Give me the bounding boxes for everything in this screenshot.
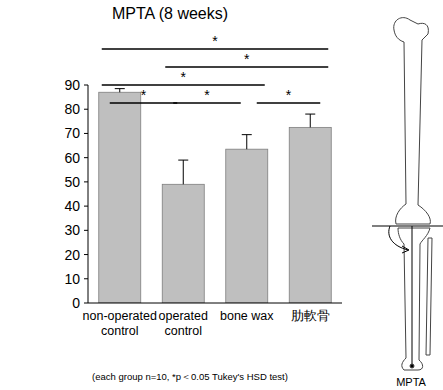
y-tick-label: 90 — [64, 77, 80, 93]
label-line: non-operated — [83, 309, 157, 323]
error-cap — [305, 114, 315, 115]
y-tick — [84, 254, 88, 255]
y-tick-label: 0 — [72, 295, 80, 311]
y-tick-label: 30 — [64, 222, 80, 238]
y-tick — [84, 206, 88, 207]
y-tick-label: 20 — [64, 247, 80, 263]
error-stem — [310, 114, 311, 127]
title: MPTA (8 weeks) — [112, 5, 228, 22]
error-stem — [246, 135, 247, 150]
x-tick-label: operatedcontrol — [159, 309, 208, 338]
y-tick — [84, 181, 88, 182]
error-bar — [305, 114, 315, 127]
y-tick-label: 50 — [64, 174, 80, 190]
error-stem — [119, 89, 120, 93]
chart-root: MPTA (8 weeks) 0 10 20 30 40 50 60 70 80 90 non-ope… — [0, 0, 443, 390]
label-line: control — [101, 324, 139, 338]
angle-arrow — [402, 246, 409, 253]
y-tick — [84, 303, 88, 304]
bars — [99, 89, 332, 303]
y-tick-label: 40 — [64, 198, 80, 214]
tibia — [398, 228, 430, 370]
significance-label: * — [181, 69, 187, 85]
error-cap — [115, 88, 125, 89]
axis-dot — [410, 364, 414, 368]
y-tick — [84, 85, 88, 86]
fibula — [426, 238, 432, 355]
significance-label: * — [244, 51, 250, 67]
y-tick — [84, 109, 88, 110]
angle-arc — [389, 226, 408, 250]
significance-label: * — [286, 87, 292, 103]
label-line: control — [164, 324, 202, 338]
y-tick-label: 80 — [64, 101, 80, 117]
bar — [162, 184, 204, 303]
diagram-label: MPTA — [396, 376, 426, 388]
label-line: operated — [159, 309, 208, 323]
y-tick-label: 70 — [64, 125, 80, 141]
error-bar — [242, 135, 252, 150]
error-bar — [178, 160, 188, 184]
error-cap — [242, 134, 252, 135]
chart-svg: MPTA (8 weeks) 0 10 20 30 40 50 60 70 80 90 non-ope… — [0, 0, 443, 390]
error-bar — [115, 89, 125, 93]
y-axis — [88, 85, 89, 303]
footnote: (each group n=10, *p＜0.05 Tukey's HSD te… — [92, 371, 288, 382]
leg-diagram — [372, 18, 443, 370]
y-tick-label: 10 — [64, 271, 80, 287]
significance-label: * — [141, 87, 147, 103]
y-tick — [84, 133, 88, 134]
x-tick-label: bone wax — [220, 309, 274, 323]
significance-label: * — [204, 87, 210, 103]
x-axis — [88, 303, 342, 304]
plateau-line — [372, 225, 443, 226]
bar — [99, 92, 141, 303]
bar — [226, 149, 268, 303]
y-tick-label: 60 — [64, 150, 80, 166]
x-tick-label: 肋軟骨 — [291, 309, 330, 323]
y-tick — [84, 157, 88, 158]
mechanical-axis — [412, 226, 413, 366]
bar — [289, 127, 331, 303]
significance-label: * — [212, 33, 218, 49]
y-tick — [84, 230, 88, 231]
error-cap — [178, 160, 188, 161]
y-tick — [84, 278, 88, 279]
femur — [394, 18, 431, 224]
x-tick-label: non-operatedcontrol — [83, 309, 157, 338]
error-stem — [183, 160, 184, 184]
